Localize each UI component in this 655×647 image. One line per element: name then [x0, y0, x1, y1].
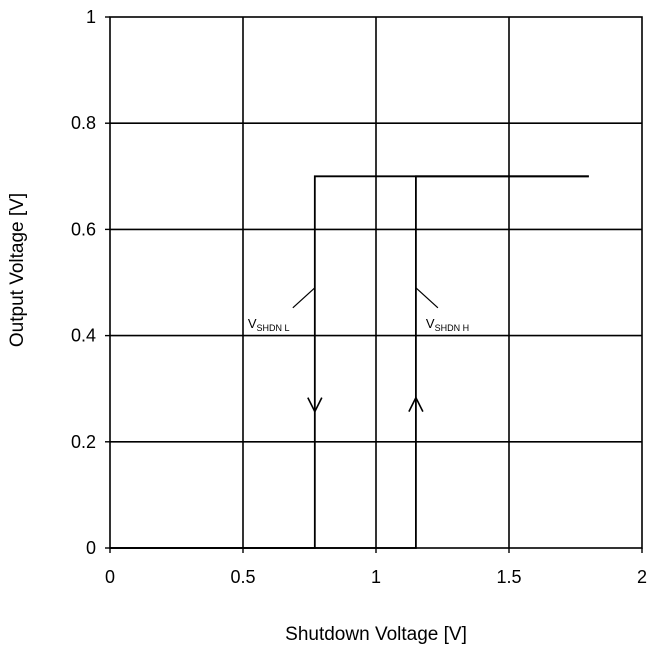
y-tick-label: 0.6	[71, 219, 96, 239]
x-axis-title: Shutdown Voltage [V]	[285, 624, 467, 645]
arrow-down-icon	[307, 397, 323, 414]
y-tick-label: 0.4	[71, 326, 96, 346]
y-tick-label: 0.8	[71, 113, 96, 133]
series-line-decreasing	[110, 175, 589, 549]
x-tick-label: 2	[637, 567, 647, 587]
series-layer	[110, 175, 589, 549]
annotation-leader	[415, 287, 439, 309]
y-tick-label: 0.2	[71, 432, 96, 452]
arrow-up-icon	[408, 395, 424, 412]
annotation-layer: VSHDN L VSHDN H	[248, 287, 469, 414]
annotation-label: VSHDN H	[426, 316, 469, 333]
y-axis-title: Output Voltage [V]	[7, 193, 28, 347]
gridlines	[110, 17, 642, 548]
plot-area	[105, 16, 643, 553]
series-line-increasing	[110, 175, 589, 549]
x-tick-labels: 0 0.5 1 1.5 2	[105, 567, 647, 587]
x-tick-label: 0	[105, 567, 115, 587]
x-tick-label: 1	[371, 567, 381, 587]
y-tick-label: 1	[86, 7, 96, 27]
y-tick-label: 0	[86, 538, 96, 558]
x-tick-label: 0.5	[230, 567, 255, 587]
x-tick-label: 1.5	[496, 567, 521, 587]
annotation-label: VSHDN L	[248, 316, 290, 333]
annotation-leader	[292, 287, 316, 309]
y-tick-labels: 0 0.2 0.4 0.6 0.8 1	[71, 7, 96, 558]
